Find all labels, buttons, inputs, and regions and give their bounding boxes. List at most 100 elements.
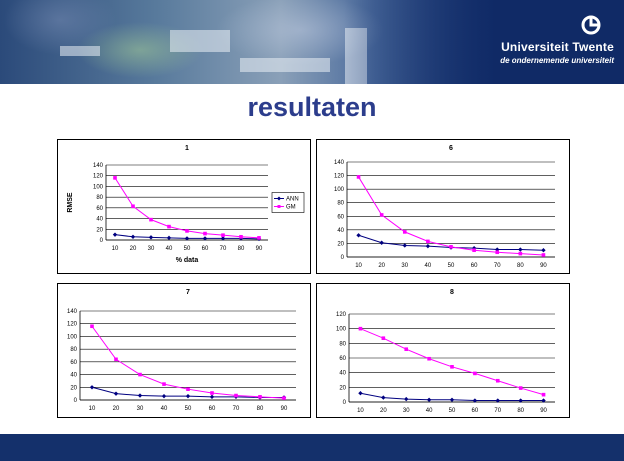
x-tick-label: 30: [137, 406, 144, 412]
data-point: [356, 175, 361, 179]
y-tick-label: 60: [96, 206, 103, 212]
data-point: [449, 245, 453, 249]
x-tick-label: 40: [161, 406, 168, 412]
y-tick-label: 120: [334, 174, 345, 180]
data-point: [148, 235, 154, 240]
data-point: [518, 247, 523, 252]
x-tick-label: 40: [425, 263, 432, 269]
y-tick-label: 80: [337, 201, 344, 207]
data-point: [541, 253, 546, 257]
y-tick-label: 120: [93, 174, 104, 180]
x-axis-label: % data: [176, 257, 199, 264]
series-line-gm: [360, 328, 544, 396]
chart-panel-1: 1 0 20 40 60 80 100 120 140 10 20 30 40 50 60 70 80 90% d…: [57, 139, 311, 274]
x-tick-label: 90: [540, 408, 547, 414]
x-tick-label: 20: [380, 408, 387, 414]
x-tick-label: 10: [357, 408, 364, 414]
data-point: [356, 233, 361, 238]
data-point: [209, 394, 215, 400]
data-point: [161, 393, 167, 399]
data-point: [89, 385, 95, 390]
y-tick-label: 60: [337, 214, 344, 220]
x-tick-label: 80: [517, 408, 524, 414]
data-point: [404, 347, 409, 351]
y-tick-label: 140: [334, 160, 345, 166]
data-point: [541, 248, 546, 253]
brand-name: Universiteit Twente: [501, 40, 614, 54]
x-tick-label: 10: [89, 406, 96, 412]
chart-title: 8: [450, 289, 454, 296]
x-tick-label: 30: [403, 408, 410, 414]
y-tick-label: 100: [93, 184, 104, 190]
x-tick-label: 80: [517, 263, 524, 269]
legend-marker: [277, 205, 281, 208]
data-point: [495, 250, 500, 255]
x-tick-label: 60: [209, 406, 216, 412]
data-point: [202, 236, 208, 241]
x-tick-label: 20: [113, 406, 120, 412]
data-point: [381, 336, 386, 340]
x-tick-label: 10: [112, 246, 119, 252]
x-tick-label: 30: [401, 263, 408, 269]
y-tick-label: 120: [336, 312, 347, 318]
chart-title: 7: [186, 289, 190, 296]
x-tick-label: 20: [130, 246, 137, 252]
data-point: [358, 326, 363, 331]
y-tick-label: 20: [96, 227, 103, 233]
y-tick-label: 40: [70, 373, 77, 379]
y-tick-label: 0: [100, 238, 104, 244]
data-point: [473, 371, 477, 376]
x-tick-label: 50: [448, 263, 455, 269]
chart-title: 6: [449, 145, 453, 152]
x-tick-label: 50: [185, 406, 192, 412]
data-point: [427, 356, 431, 361]
data-point: [379, 213, 384, 217]
y-tick-label: 0: [74, 398, 78, 404]
data-point: [495, 247, 500, 252]
data-point: [358, 391, 363, 396]
data-point: [90, 324, 94, 329]
data-point: [426, 397, 432, 402]
y-tick-label: 20: [337, 241, 344, 247]
header-banner: Universiteit Twente de ondernemende univ…: [0, 0, 624, 84]
data-point: [113, 176, 117, 180]
brand-tagline: de ondernemende universiteit: [500, 56, 614, 65]
y-tick-label: 0: [341, 255, 345, 261]
data-point: [402, 230, 407, 234]
data-point: [239, 234, 243, 239]
data-point: [234, 393, 238, 398]
data-point: [166, 235, 172, 241]
x-tick-label: 70: [494, 408, 501, 414]
data-point: [379, 240, 384, 245]
x-tick-label: 80: [257, 406, 264, 412]
y-tick-label: 120: [67, 322, 78, 328]
data-point: [495, 398, 500, 403]
data-point: [518, 386, 523, 390]
data-point: [425, 243, 431, 249]
y-tick-label: 20: [339, 385, 346, 391]
y-tick-label: 100: [67, 334, 78, 340]
data-point: [112, 232, 118, 237]
data-point: [113, 391, 119, 396]
x-tick-label: 70: [220, 246, 227, 252]
x-tick-label: 10: [355, 263, 362, 269]
data-point: [167, 224, 171, 229]
data-point: [518, 251, 523, 256]
data-point: [185, 229, 189, 233]
x-tick-label: 60: [472, 408, 479, 414]
y-tick-label: 0: [343, 400, 347, 406]
data-point: [381, 395, 386, 400]
data-point: [186, 387, 190, 391]
chart-title: 1: [185, 145, 189, 152]
y-tick-label: 80: [96, 195, 103, 201]
x-tick-label: 90: [540, 263, 547, 269]
data-point: [114, 357, 118, 362]
data-point: [210, 391, 214, 395]
data-point: [162, 382, 166, 386]
university-logo-icon: [581, 15, 601, 35]
y-axis-label: RMSE: [67, 192, 74, 213]
data-point: [220, 236, 226, 241]
y-tick-label: 80: [70, 347, 77, 353]
